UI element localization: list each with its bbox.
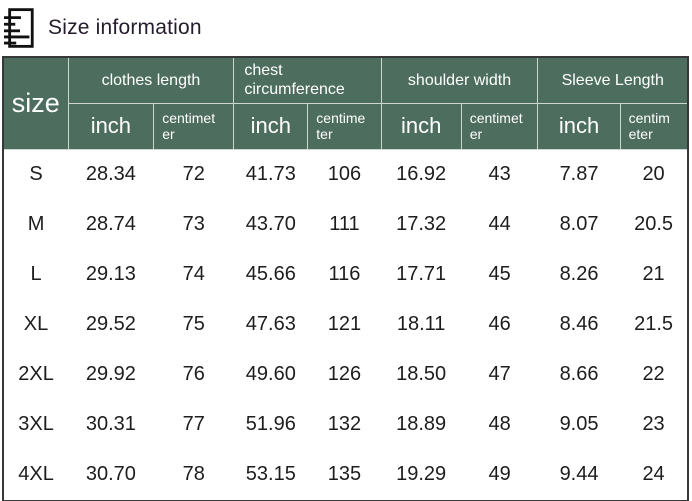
value-cell: 18.11 xyxy=(381,299,462,350)
value-cell: 30.31 xyxy=(68,399,154,450)
value-cell: 111 xyxy=(307,199,382,250)
section-header: Size information xyxy=(0,0,692,56)
unit-header-chest-centimeter: centimeter xyxy=(307,102,382,150)
value-cell: 20 xyxy=(620,149,688,200)
value-cell: 121 xyxy=(307,299,382,350)
value-cell: 20.5 xyxy=(620,199,688,250)
value-cell: 17.32 xyxy=(381,199,462,250)
size-chart-icon xyxy=(4,6,36,50)
table-row: S 28.34 72 41.73 106 16.92 43 7.87 20 xyxy=(3,149,688,200)
value-cell: 21 xyxy=(620,249,688,300)
size-cell: M xyxy=(3,199,69,250)
table-row: 4XL 30.70 78 53.15 135 19.29 49 9.44 24 xyxy=(3,449,688,501)
col-group-shoulder-width: shoulder width xyxy=(380,56,539,104)
value-cell: 7.87 xyxy=(537,149,621,200)
value-cell: 18.89 xyxy=(381,399,462,450)
table-row: M 28.74 73 43.70 111 17.32 44 8.07 20.5 xyxy=(3,199,688,250)
unit-header-shoulder-inch: inch xyxy=(380,102,462,150)
value-cell: 43 xyxy=(461,149,538,200)
value-cell: 77 xyxy=(153,399,234,450)
value-cell: 8.66 xyxy=(537,349,621,400)
group-header-row: size clothes length chest circumference … xyxy=(2,56,689,150)
unit-header-chest-inch: inch xyxy=(233,102,309,150)
value-cell: 29.52 xyxy=(68,299,154,350)
col-group-sleeve-length: Sleeve Length xyxy=(537,56,689,104)
unit-header-sleeve-inch: inch xyxy=(537,102,621,150)
table-row: L 29.13 74 45.66 116 17.71 45 8.26 21 xyxy=(3,249,688,300)
value-cell: 126 xyxy=(307,349,382,400)
value-cell: 9.44 xyxy=(537,449,621,501)
table-row: 2XL 29.92 76 49.60 126 18.50 47 8.66 22 xyxy=(3,349,688,400)
size-cell: XL xyxy=(3,299,69,350)
value-cell: 75 xyxy=(153,299,234,350)
size-cell: L xyxy=(3,249,69,300)
size-table: size clothes length chest circumference … xyxy=(2,56,689,501)
section-title: Size information xyxy=(48,16,202,39)
value-cell: 43.70 xyxy=(233,199,308,250)
value-cell: 48 xyxy=(461,399,538,450)
size-table-body: S 28.34 72 41.73 106 16.92 43 7.87 20 M 28.74 73 43.… xyxy=(3,149,688,501)
value-cell: 18.50 xyxy=(381,349,462,400)
size-table-header: size clothes length chest circumference … xyxy=(2,56,689,150)
value-cell: 47.63 xyxy=(233,299,308,350)
value-cell: 8.07 xyxy=(537,199,621,250)
value-cell: 47 xyxy=(461,349,538,400)
value-cell: 49 xyxy=(461,449,538,501)
size-cell: S xyxy=(3,149,69,200)
col-group-chest-circumference: chest circumference xyxy=(233,56,382,104)
value-cell: 51.96 xyxy=(233,399,308,450)
value-cell: 30.70 xyxy=(68,449,154,501)
value-cell: 22 xyxy=(620,349,688,400)
value-cell: 17.71 xyxy=(381,249,462,300)
value-cell: 23 xyxy=(620,399,688,450)
value-cell: 29.92 xyxy=(68,349,154,400)
table-row: 3XL 30.31 77 51.96 132 18.89 48 9.05 23 xyxy=(3,399,688,450)
unit-header-sleeve-centimeter: centimeter xyxy=(619,102,689,150)
value-cell: 41.73 xyxy=(233,149,308,200)
value-cell: 19.29 xyxy=(381,449,462,501)
value-cell: 8.26 xyxy=(537,249,621,300)
value-cell: 29.13 xyxy=(68,249,154,300)
value-cell: 135 xyxy=(307,449,382,501)
value-cell: 74 xyxy=(153,249,234,300)
value-cell: 46 xyxy=(461,299,538,350)
value-cell: 116 xyxy=(307,249,382,300)
value-cell: 8.46 xyxy=(537,299,621,350)
size-cell: 4XL xyxy=(3,449,69,501)
value-cell: 9.05 xyxy=(537,399,621,450)
value-cell: 76 xyxy=(153,349,234,400)
value-cell: 45 xyxy=(461,249,538,300)
value-cell: 44 xyxy=(461,199,538,250)
value-cell: 78 xyxy=(153,449,234,501)
unit-header-clothes-centimeter: centimeter xyxy=(153,102,235,150)
value-cell: 73 xyxy=(153,199,234,250)
col-header-size: size xyxy=(2,56,69,150)
value-cell: 21.5 xyxy=(620,299,688,350)
value-cell: 72 xyxy=(153,149,234,200)
unit-header-row: inch centimeter inch centimeter inch cen… xyxy=(3,102,689,150)
value-cell: 16.92 xyxy=(381,149,462,200)
value-cell: 49.60 xyxy=(233,349,308,400)
value-cell: 24 xyxy=(620,449,688,501)
table-row: XL 29.52 75 47.63 121 18.11 46 8.46 21.5 xyxy=(3,299,688,350)
value-cell: 53.15 xyxy=(233,449,308,501)
value-cell: 28.34 xyxy=(68,149,154,200)
unit-header-shoulder-centimeter: centimeter xyxy=(460,102,539,150)
value-cell: 132 xyxy=(307,399,382,450)
value-cell: 28.74 xyxy=(68,199,154,250)
size-cell: 2XL xyxy=(3,349,69,400)
col-group-clothes-length: clothes length xyxy=(67,56,235,104)
value-cell: 45.66 xyxy=(233,249,308,300)
unit-header-clothes-inch: inch xyxy=(67,102,155,150)
size-cell: 3XL xyxy=(3,399,69,450)
value-cell: 106 xyxy=(307,149,382,200)
